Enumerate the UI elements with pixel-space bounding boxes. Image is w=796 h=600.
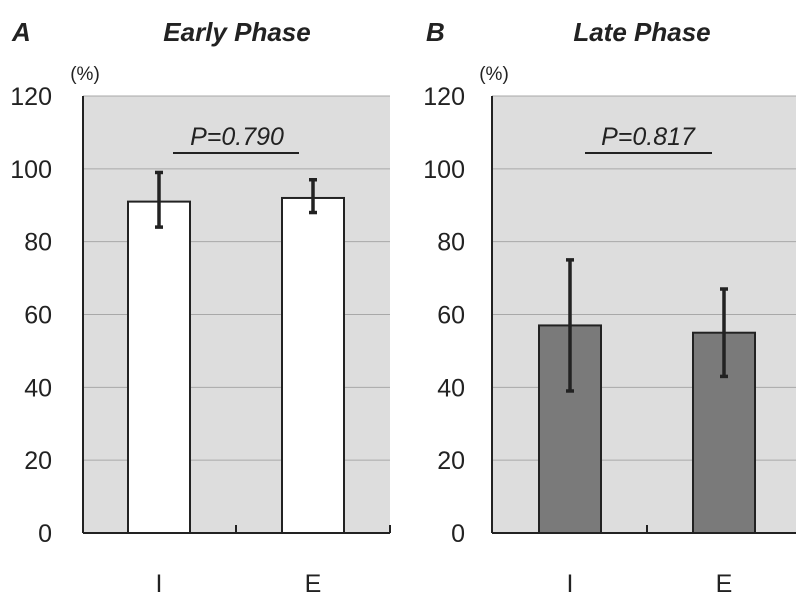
panel-letter: A xyxy=(11,17,31,47)
x-category-label: I xyxy=(567,570,574,598)
panel-title: Early Phase xyxy=(163,17,310,47)
x-category-label: I xyxy=(156,570,163,598)
y-tick-label: 0 xyxy=(38,520,52,548)
panel-letter: B xyxy=(426,17,445,47)
bar-e xyxy=(281,196,345,534)
y-tick-label: 80 xyxy=(24,229,52,257)
bar-i xyxy=(127,200,191,534)
y-tick-label: 20 xyxy=(24,447,52,475)
y-tick-label: 40 xyxy=(437,374,465,402)
p-value-label: P=0.790 xyxy=(190,123,284,151)
y-tick-label: 0 xyxy=(451,520,465,548)
y-tick-label: 20 xyxy=(437,447,465,475)
x-category-label: E xyxy=(305,570,322,598)
y-tick-label: 40 xyxy=(24,374,52,402)
y-tick-label: 120 xyxy=(10,83,52,111)
y-axis-unit-label: (%) xyxy=(479,64,509,85)
y-tick-label: 100 xyxy=(423,156,465,184)
panel-title: Late Phase xyxy=(573,17,710,47)
y-tick-label: 80 xyxy=(437,229,465,257)
y-axis-unit-label: (%) xyxy=(70,64,100,85)
y-tick-label: 100 xyxy=(10,156,52,184)
y-tick-label: 120 xyxy=(423,83,465,111)
y-tick-label: 60 xyxy=(24,302,52,330)
x-category-label: E xyxy=(716,570,733,598)
y-tick-label: 60 xyxy=(437,302,465,330)
p-value-label: P=0.817 xyxy=(601,123,696,151)
